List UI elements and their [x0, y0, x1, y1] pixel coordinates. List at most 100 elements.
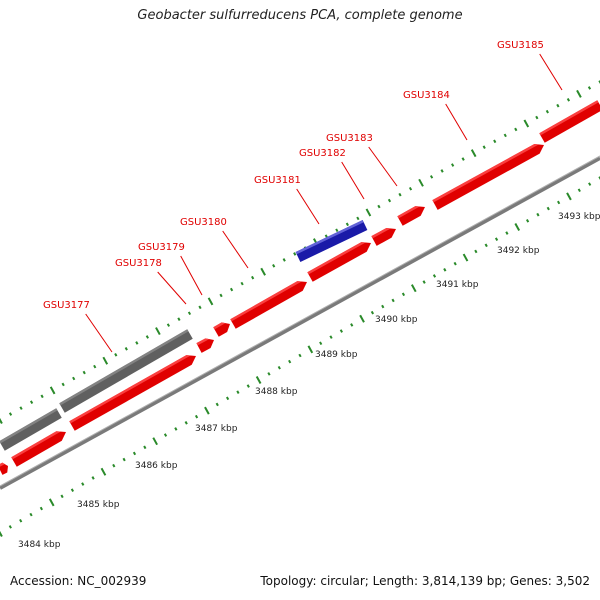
gene-labels: GSU3177 GSU3178 GSU3179 GSU3180 GSU3181 GSU31… [43, 40, 544, 311]
lower-scale-minor-tick [225, 396, 230, 401]
kbp-label: 3485 kbp [77, 500, 120, 510]
gene-arrow-fwd-9[interactable] [397, 206, 425, 226]
gene-arrow-rev-2-body [59, 329, 193, 413]
upper-scale-minor-tick [535, 115, 539, 120]
gene-arrow-fwd-9-body [397, 206, 425, 226]
genome-backbone [0, 155, 600, 490]
lower-scale-minor-tick [329, 335, 333, 339]
upper-scale-major-tick [470, 149, 477, 158]
gene-arrow-fwd-2-body [11, 431, 67, 467]
lower-scale-major-tick [100, 467, 107, 476]
lower-scale-minor-tick [298, 353, 302, 358]
gene-label-gsu3179[interactable]: GSU3179 [138, 242, 185, 253]
gene-arrow-rev-2[interactable] [59, 329, 193, 413]
lower-scale-minor-tick [288, 359, 292, 364]
gene-label-gsu3177[interactable]: GSU3177 [43, 300, 90, 311]
kbp-label: 3491 kbp [436, 280, 479, 290]
lower-scale-minor-tick [70, 488, 75, 492]
gene-label-gsu3181[interactable]: GSU3181 [254, 175, 301, 186]
topology-text: Topology: circular; Length: 3,814,139 bp… [260, 574, 590, 588]
leader-line-gsu3183 [368, 146, 398, 187]
lower-scale-minor-tick [536, 212, 540, 217]
gene-arrow-fwd-10-shade [432, 144, 539, 203]
lower-scale-minor-tick [577, 188, 581, 193]
lower-scale-minor-tick [443, 268, 447, 272]
gene-label-gsu3182[interactable]: GSU3182 [299, 148, 346, 159]
lower-scale-minor-tick [370, 310, 375, 315]
gene-arrow-fwd-6[interactable] [230, 281, 307, 329]
gene-arrow-fwd-4[interactable] [196, 338, 214, 353]
kbp-label: 3488 kbp [255, 387, 298, 397]
lower-scale-major-tick [48, 498, 55, 507]
upper-scale-major-tick [49, 386, 56, 395]
upper-scale-minor-tick [145, 335, 149, 339]
upper-scale-minor-tick [556, 103, 560, 108]
upper-scale-minor-tick [335, 228, 339, 233]
gene-features [0, 100, 600, 475]
gene-arrow-fwd-7[interactable] [307, 242, 371, 282]
leader-line-gsu3182 [341, 161, 365, 200]
upper-scale-minor-tick [72, 376, 76, 381]
gene-label-gsu3184[interactable]: GSU3184 [403, 90, 450, 101]
leader-line-gsu3179 [180, 255, 203, 296]
gene-arrow-fwd-2[interactable] [11, 431, 67, 467]
lower-scale-minor-tick [215, 402, 219, 407]
lower-scale-minor-tick [267, 372, 271, 376]
backbone-highlight [0, 155, 600, 487]
upper-scale-minor-tick [282, 258, 286, 262]
lower-scale-minor-tick [194, 414, 199, 419]
leader-line-gsu3180 [222, 230, 249, 269]
lower-scale-minor-tick [474, 249, 478, 254]
gene-arrow-fwd-8-body [371, 228, 396, 246]
gene-arrow-fwd-1[interactable] [0, 462, 8, 475]
upper-scale-minor-tick [82, 370, 86, 375]
lower-scale-minor-tick [422, 280, 426, 284]
gene-arrow-rev-1[interactable] [0, 408, 62, 451]
upper-scale-minor-tick [356, 216, 360, 221]
lower-scale-minor-tick [350, 323, 354, 327]
upper-scale-minor-tick [177, 317, 181, 321]
lower-scale-major-tick [204, 406, 210, 415]
gene-arrow-rev-2-shade [59, 329, 189, 406]
leader-line-gsu3185 [539, 53, 563, 91]
gene-arrow-fwd-11-shade [539, 100, 599, 136]
upper-scale-minor-tick [587, 86, 592, 90]
gene-arrow-fwd-8-shade [371, 228, 391, 239]
upper-scale-minor-tick [93, 364, 97, 369]
kbp-labels: 3484 kbp 3485 kbp 3486 kbp 3487 kbp 3488 kbp… [18, 212, 600, 550]
gene-label-gsu3185[interactable]: GSU3185 [497, 40, 544, 51]
lower-scale-minor-tick [184, 421, 188, 425]
upper-scale-minor-tick [166, 323, 171, 327]
gene-arrow-fwd-8[interactable] [371, 228, 396, 246]
gene-arrow-fwd-6-body [230, 281, 307, 329]
lower-scale-minor-tick [19, 518, 23, 523]
lower-scale-minor-tick [339, 329, 343, 333]
upper-scale-minor-tick [398, 192, 402, 197]
gene-arrow-fwd-10[interactable] [432, 144, 544, 210]
upper-scale-major-tick [260, 267, 266, 276]
gene-arrow-fwd-7-shade [307, 242, 366, 275]
lower-scale-minor-tick [246, 384, 250, 388]
lower-scale-major-tick [514, 222, 521, 231]
gene-arrow-fwd-3[interactable] [69, 355, 196, 431]
gene-label-gsu3178[interactable]: GSU3178 [115, 258, 162, 269]
lower-scale-minor-tick [557, 200, 561, 205]
lower-scale-minor-tick [401, 292, 406, 297]
upper-scale-minor-tick [503, 133, 507, 138]
gene-arrow-fwd-10-body [432, 144, 544, 210]
lower-scale-minor-tick [112, 463, 116, 468]
upper-scale-minor-tick [429, 175, 434, 179]
gene-label-gsu3180[interactable]: GSU3180 [180, 217, 227, 228]
gene-arrow-highlight[interactable] [295, 220, 368, 262]
lower-scale-minor-tick [432, 274, 437, 278]
lower-scale-minor-tick [484, 243, 488, 248]
gene-arrow-fwd-3-shade [69, 355, 191, 424]
gene-arrow-fwd-11[interactable] [539, 100, 600, 143]
lower-scale-major-tick [152, 437, 158, 446]
gene-arrow-fwd-3-body [69, 355, 196, 431]
gene-arrow-fwd-5[interactable] [213, 322, 230, 337]
gene-label-gsu3183[interactable]: GSU3183 [326, 133, 373, 144]
upper-scale-major-tick [576, 89, 582, 98]
upper-scale-major-tick [365, 208, 372, 217]
